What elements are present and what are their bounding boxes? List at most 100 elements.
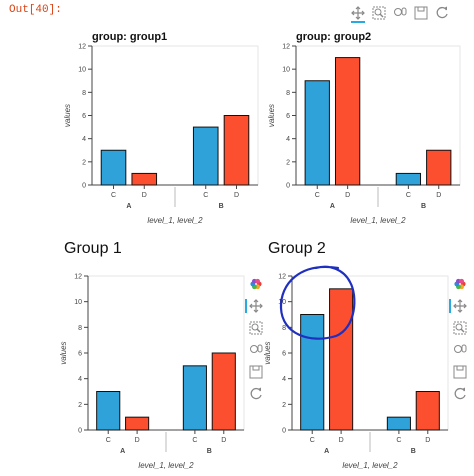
x-tick-label: D [436, 192, 441, 199]
y-tick-label: 6 [286, 113, 290, 120]
bar-a-c [304, 80, 330, 186]
y-tick-label: 10 [282, 67, 290, 74]
x-tick-label: D [339, 437, 344, 444]
y-axis-label: values [59, 341, 68, 364]
reset-icon[interactable] [250, 387, 262, 400]
x-tick-label: C [315, 192, 320, 199]
bar-b-d [415, 391, 440, 431]
bar-a-c [100, 149, 127, 186]
x-tick-label: C [111, 192, 116, 199]
y-tick-label: 2 [286, 159, 290, 166]
bar-b-c [192, 126, 219, 186]
y-tick-label: 4 [78, 376, 82, 383]
y-tick-label: 10 [74, 299, 82, 306]
bar-a-d [125, 416, 150, 431]
y-tick-label: 4 [82, 136, 86, 143]
group-label: A [126, 203, 131, 210]
x-tick-label: D [142, 192, 147, 199]
chart-group1-top: group: group1 0 2 4 6 8 10 12 values C D A C D Blevel_… [63, 31, 259, 225]
x-tick-label: C [192, 437, 197, 444]
pan-icon[interactable] [351, 6, 365, 23]
wheel-zoom-icon[interactable] [454, 344, 467, 353]
bar-a-d [131, 172, 158, 186]
pan-icon[interactable] [449, 299, 467, 313]
y-tick-label: 0 [286, 183, 290, 190]
group-label: B [207, 448, 212, 455]
y-tick-label: 8 [78, 325, 82, 332]
bar-b-c [386, 416, 411, 431]
save-icon[interactable] [414, 6, 428, 20]
y-tick-label: 4 [286, 136, 290, 143]
output-prompt-label: Out[40]: [9, 4, 62, 16]
chart-title: group: group2 [296, 31, 371, 43]
x-tick-label: D [135, 437, 140, 444]
bottom-left-toolbar [245, 278, 263, 400]
y-tick-label: 2 [282, 402, 286, 409]
y-axis-label: values [267, 104, 276, 127]
y-tick-label: 12 [74, 274, 82, 281]
y-axis-label: values [263, 341, 272, 364]
y-tick-label: 6 [282, 351, 286, 358]
bokeh-logo-icon [250, 278, 262, 290]
box-zoom-icon[interactable] [249, 321, 263, 335]
wheel-zoom-icon[interactable] [250, 344, 263, 353]
y-tick-label: 4 [282, 376, 286, 383]
bar-b-d [426, 149, 452, 186]
y-tick-label: 12 [282, 44, 290, 51]
x-tick-label: C [106, 437, 111, 444]
group-label: A [120, 448, 125, 455]
x-tick-label: C [310, 437, 315, 444]
bar-b-d [223, 115, 250, 186]
y-tick-label: 0 [282, 428, 286, 435]
x-tick-label: C [203, 192, 208, 199]
top-toolbar [351, 6, 448, 23]
bar-a-d [329, 288, 354, 431]
annotation-circle [279, 265, 356, 340]
bar-b-c [395, 172, 422, 186]
group-label: A [324, 448, 329, 455]
y-tick-label: 6 [78, 351, 82, 358]
x-tick-label: C [406, 192, 411, 199]
y-axis-label: values [63, 104, 72, 127]
box-zoom-icon[interactable] [372, 6, 386, 20]
save-icon[interactable] [453, 365, 467, 379]
group-label: B [411, 448, 416, 455]
group-label: A [330, 203, 335, 210]
bar-b-c [182, 365, 207, 431]
wheel-zoom-icon[interactable] [394, 7, 407, 16]
y-tick-label: 0 [78, 428, 82, 435]
box-zoom-icon[interactable] [453, 321, 467, 335]
reset-icon[interactable] [454, 387, 466, 400]
group-1-heading: Group 1 [64, 240, 122, 257]
chart-group2-top: group: group2 0 2 4 6 8 10 12 values C D A C D Blevel_… [267, 31, 461, 225]
y-tick-label: 8 [82, 90, 86, 97]
y-tick-label: 6 [82, 113, 86, 120]
bar-b-d [211, 352, 236, 431]
y-tick-label: 2 [78, 402, 82, 409]
x-axis-label: level_1, level_2 [138, 461, 194, 470]
pan-icon[interactable] [245, 299, 263, 313]
x-axis-label: level_1, level_2 [147, 216, 203, 225]
x-axis-label: level_1, level_2 [350, 216, 406, 225]
group-2-heading: Group 2 [268, 240, 326, 257]
x-tick-label: D [425, 437, 430, 444]
y-tick-label: 10 [78, 67, 86, 74]
y-tick-label: 8 [286, 90, 290, 97]
x-tick-label: D [234, 192, 239, 199]
save-icon[interactable] [249, 365, 263, 379]
y-tick-label: 0 [82, 183, 86, 190]
bottom-right-toolbar [449, 278, 467, 400]
chart-title: group: group1 [92, 31, 167, 43]
reset-icon[interactable] [436, 6, 448, 19]
y-tick-label: 12 [78, 44, 86, 51]
bar-a-d [334, 57, 361, 186]
bar-a-c [96, 391, 121, 431]
x-tick-label: C [396, 437, 401, 444]
bokeh-logo-icon [454, 278, 466, 290]
x-tick-label: D [345, 192, 350, 199]
x-axis-label: level_1, level_2 [342, 461, 398, 470]
y-tick-label: 2 [82, 159, 86, 166]
